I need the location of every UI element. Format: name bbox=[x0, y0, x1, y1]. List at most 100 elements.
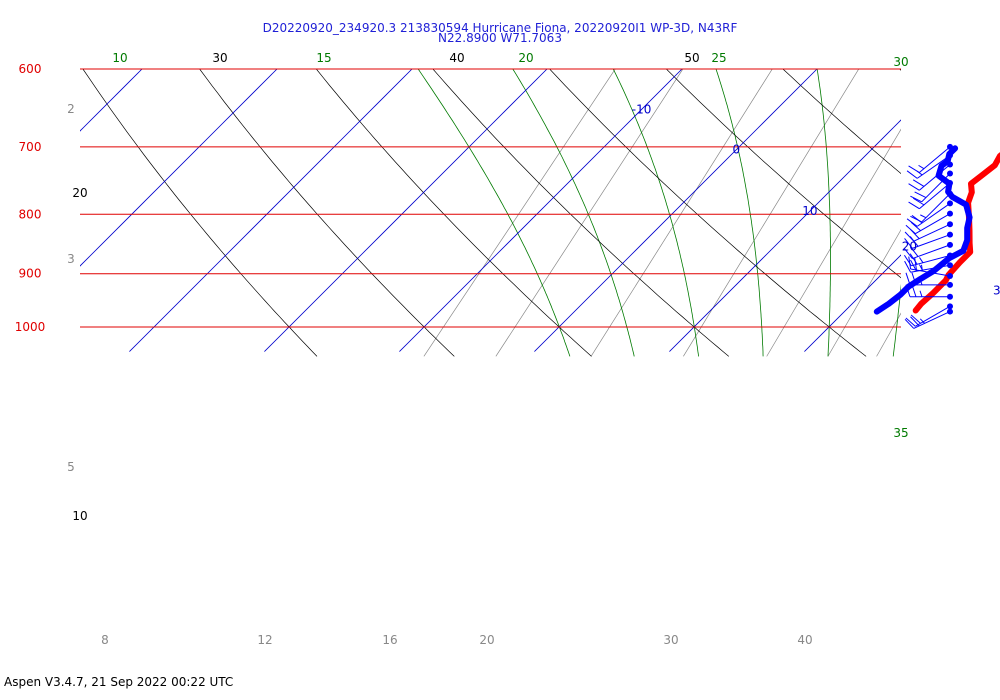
mixing-ratio-lines bbox=[423, 52, 1000, 357]
grid-labels: 600 700 800 900 1000 -10 0 10 20 30 30 40 50 20 10 10 15… bbox=[15, 51, 1000, 647]
wind-barb bbox=[905, 284, 953, 300]
moist-adiabat-label: 20 bbox=[518, 51, 533, 65]
moist-adiabat-label: 25 bbox=[711, 51, 726, 65]
wind-barb-station-dot bbox=[947, 252, 953, 259]
mixing-ratio-label: 8 bbox=[101, 633, 109, 647]
dry-adiabat-line bbox=[549, 69, 867, 357]
isobars bbox=[80, 68, 901, 328]
footer-version-timestamp: Aspen V3.4.7, 21 Sep 2022 00:22 UTC bbox=[4, 675, 234, 689]
wind-barb bbox=[906, 152, 953, 179]
chart-title: D20220920_234920.3 213830594 Hurricane F… bbox=[262, 21, 738, 35]
wind-barb-station-dot bbox=[947, 180, 953, 187]
mixing-ratio-line bbox=[590, 69, 773, 357]
wind-barb bbox=[908, 180, 953, 210]
wind-barb-station-dot bbox=[947, 170, 953, 177]
mixing-ratio-line bbox=[423, 69, 616, 357]
moist-adiabat-label: 15 bbox=[316, 51, 331, 65]
wind-barb-station-dot bbox=[947, 231, 953, 238]
wind-barb-station-dot bbox=[947, 143, 953, 150]
wind-barb bbox=[908, 256, 953, 279]
dry-adiabat-line bbox=[432, 69, 730, 357]
dry-adiabat-label: 20 bbox=[72, 186, 87, 200]
wind-barb-station-dot bbox=[947, 293, 953, 300]
wind-barb bbox=[910, 190, 953, 223]
pressure-tick-label: 1000 bbox=[15, 320, 46, 334]
wind-barb bbox=[908, 161, 953, 191]
wind-barb bbox=[910, 170, 953, 203]
isotherms bbox=[0, 52, 901, 352]
isotherm-label: -10 bbox=[632, 102, 652, 116]
dry-adiabat-line bbox=[782, 69, 901, 175]
isotherm-line bbox=[80, 69, 143, 132]
pressure-tick-label: 900 bbox=[19, 267, 42, 281]
moist-adiabat-label: 30 bbox=[893, 55, 908, 69]
dry-adiabat-line bbox=[665, 69, 901, 279]
isotherm-line bbox=[129, 69, 413, 352]
isotherm-line bbox=[804, 254, 901, 352]
mixing-ratio-label: 20 bbox=[479, 633, 494, 647]
dry-adiabat-label: 50 bbox=[684, 51, 699, 65]
wind-barb-station-dot bbox=[947, 152, 953, 159]
isotherm-line bbox=[399, 69, 683, 352]
wind-barb-station-dot bbox=[947, 262, 953, 269]
wind-barb-station-dot bbox=[947, 241, 953, 248]
mixing-ratio-line bbox=[876, 312, 901, 357]
mixing-ratio-label: 40 bbox=[797, 633, 812, 647]
mixing-ratio-line bbox=[827, 229, 901, 357]
dry-adiabat-label: 10 bbox=[72, 509, 87, 523]
isotherm-line bbox=[0, 52, 24, 352]
moist-adiabat-line bbox=[612, 69, 699, 357]
moist-adiabat-line bbox=[816, 69, 831, 357]
wind-barb-station-dot bbox=[947, 190, 953, 197]
moist-adiabat-line bbox=[417, 69, 571, 357]
mixing-ratio-label: 16 bbox=[382, 633, 397, 647]
mixing-ratio-label: 5 bbox=[67, 460, 75, 474]
isotherm-label: 0 bbox=[732, 143, 740, 157]
isotherm-line bbox=[669, 119, 901, 352]
isotherm-label: 20 bbox=[902, 240, 917, 254]
wind-barb-station-dot bbox=[947, 200, 953, 207]
dry-adiabat-line bbox=[82, 69, 318, 357]
moist-adiabat-line bbox=[892, 283, 901, 357]
mixing-ratio-label: 30 bbox=[663, 633, 678, 647]
mixing-ratio-line bbox=[683, 69, 860, 357]
wind-barb bbox=[904, 221, 953, 242]
moist-adiabats bbox=[417, 69, 901, 357]
isotherm-line bbox=[80, 69, 278, 267]
wind-barb-station-dot bbox=[947, 281, 953, 288]
pressure-tick-label: 800 bbox=[19, 207, 42, 221]
dry-adiabat-label: 30 bbox=[212, 51, 227, 65]
dry-adiabat-line bbox=[315, 69, 592, 357]
wind-barb bbox=[903, 252, 953, 267]
dry-adiabat-label: 40 bbox=[449, 51, 464, 65]
pressure-tick-label: 700 bbox=[19, 140, 42, 154]
wind-barbs bbox=[903, 143, 953, 329]
wind-barb bbox=[905, 303, 953, 327]
isotherm-label: 10 bbox=[802, 204, 817, 218]
dry-adiabats bbox=[82, 52, 1000, 357]
wind-barb-station-dot bbox=[947, 308, 953, 315]
mixing-ratio-line bbox=[495, 69, 684, 357]
mixing-ratio-label: 2 bbox=[67, 102, 75, 116]
mixing-ratio-label: 12 bbox=[257, 633, 272, 647]
mixing-ratio-label: 3 bbox=[67, 252, 75, 266]
isotherm-label: 30 bbox=[993, 283, 1000, 297]
wind-barb bbox=[904, 308, 953, 329]
wind-barb bbox=[904, 231, 953, 249]
wind-barb-station-dot bbox=[947, 303, 953, 310]
isotherm-line bbox=[534, 69, 818, 352]
pressure-tick-label: 600 bbox=[19, 62, 42, 76]
moist-adiabat-label: 35 bbox=[893, 426, 908, 440]
dry-adiabat-line bbox=[996, 52, 1000, 357]
mixing-ratio-line bbox=[766, 128, 901, 357]
mixing-ratio-line bbox=[967, 52, 1000, 356]
moist-adiabat-line bbox=[715, 69, 764, 357]
wind-barb bbox=[905, 272, 953, 288]
temperature-profile-line bbox=[912, 152, 1000, 314]
wind-barb-station-dot bbox=[947, 210, 953, 217]
moist-adiabat-label: 10 bbox=[112, 51, 127, 65]
wind-barb bbox=[904, 241, 953, 260]
isotherm-line bbox=[264, 69, 548, 352]
wind-barb-station-dot bbox=[947, 272, 953, 279]
